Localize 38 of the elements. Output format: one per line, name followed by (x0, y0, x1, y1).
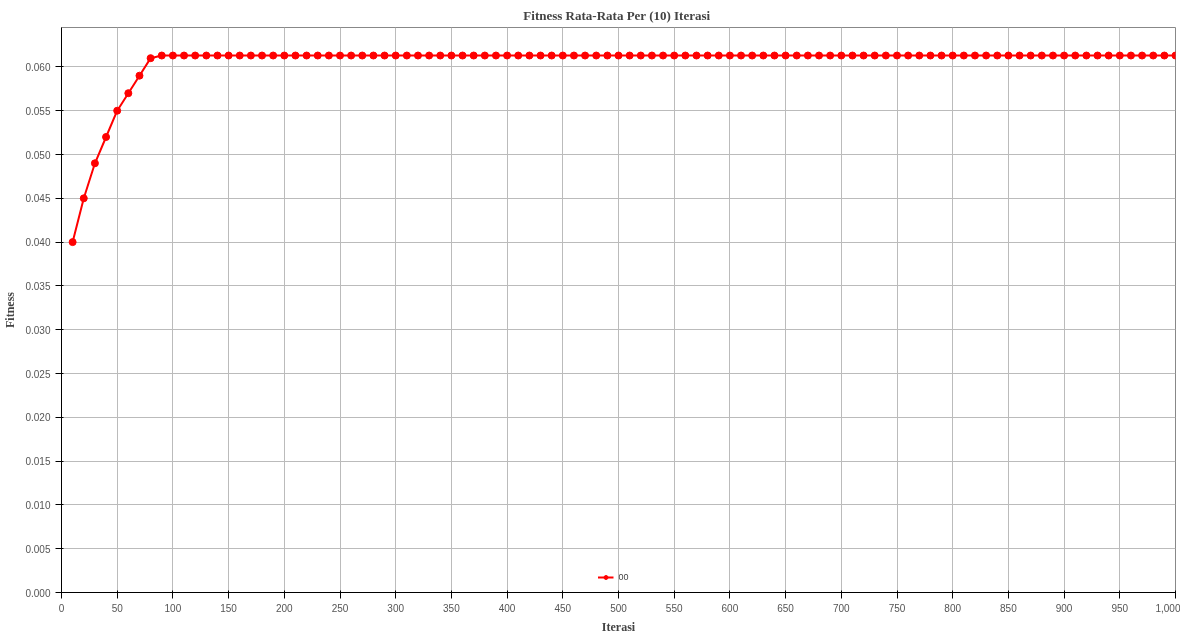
y-tick-label: 0.040 (25, 237, 51, 249)
chart-title: Fitness Rata-Rata Per (10) Iterasi (523, 7, 711, 23)
x-tick-label: 300 (387, 602, 405, 614)
y-tick-label: 0.055 (25, 105, 51, 117)
x-tick-label: 550 (665, 602, 683, 614)
x-tick-label: 150 (220, 602, 238, 614)
y-tick-label: 0.005 (25, 543, 51, 555)
y-tick-label: 0.010 (25, 499, 51, 511)
x-tick-label: 650 (777, 602, 795, 614)
x-tick-label: 50 (111, 602, 124, 614)
y-tick-label: 0.025 (25, 368, 51, 380)
x-tick-label: 800 (944, 602, 962, 614)
x-tick-label: 0 (58, 602, 65, 614)
x-tick-label: 350 (443, 602, 461, 614)
x-tick-label: 1,000 (1155, 602, 1181, 614)
y-tick-label: 0.020 (25, 412, 51, 424)
x-tick-label: 100 (164, 602, 182, 614)
y-tick-label: 0.000 (25, 587, 51, 599)
x-tick-label: 750 (888, 602, 906, 614)
x-tick-label: 450 (554, 602, 572, 614)
y-tick-label: 0.045 (25, 193, 51, 205)
x-axis-title: Iterasi (601, 619, 636, 634)
x-tick-label: 850 (1000, 602, 1018, 614)
x-tick-label: 700 (832, 602, 851, 614)
y-tick-label: 0.060 (25, 61, 51, 73)
legend-label: 00 (618, 572, 630, 582)
y-tick-label: 0.030 (25, 324, 51, 336)
y-tick-label: 0.050 (25, 149, 51, 161)
x-tick-label: 950 (1111, 602, 1129, 614)
x-tick-label: 900 (1055, 602, 1073, 614)
x-tick-label: 200 (275, 602, 294, 614)
y-tick-label: 0.015 (25, 456, 51, 468)
x-tick-label: 400 (498, 602, 516, 614)
x-tick-label: 500 (610, 602, 628, 614)
x-tick-label: 600 (721, 602, 739, 614)
y-axis-title: Fitness (3, 291, 18, 328)
y-tick-label: 0.035 (25, 280, 51, 292)
x-tick-label: 250 (331, 602, 349, 614)
